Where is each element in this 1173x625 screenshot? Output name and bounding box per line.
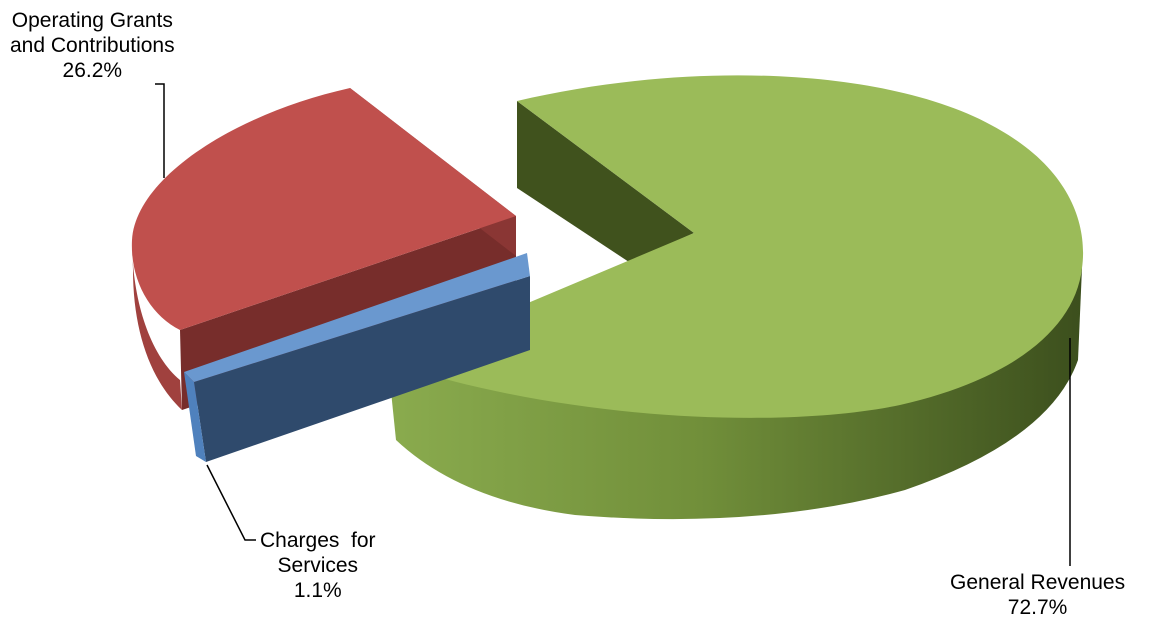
leader-line-charges-for-services [206, 464, 256, 541]
slice-charges-for-services [184, 253, 530, 462]
label-general-revenues-percent: 72.7% [1007, 596, 1068, 619]
label-general-revenues: General Revenues 72.7% [950, 570, 1125, 620]
label-charges-for-services-percent: 1.1% [293, 579, 342, 602]
slice-operating-grants-wall-outer [132, 240, 182, 410]
slice-operating-grants-top [131, 88, 516, 330]
label-charges-for-services-name-line1: Charges for [260, 529, 376, 552]
label-operating-grants: Operating Grants and Contributions 26.2% [10, 8, 175, 83]
label-operating-grants-percent: 26.2% [62, 59, 123, 82]
slice-general-revenues [388, 75, 1084, 520]
slice-charges-for-services-top [184, 253, 530, 382]
label-charges-for-services: Charges for Services 1.1% [260, 528, 376, 603]
leader-line-operating-grants [155, 83, 165, 178]
label-general-revenues-name: General Revenues [950, 571, 1126, 594]
slice-charges-for-services-wall-side [184, 372, 206, 462]
label-operating-grants-name-line2: and Contributions [10, 34, 175, 57]
slice-general-revenues-wall-cut [517, 101, 694, 262]
slice-general-revenues-top [388, 75, 1084, 418]
label-charges-for-services-name-line2: Services [277, 554, 359, 577]
label-operating-grants-name-line1: Operating Grants [11, 9, 173, 32]
slice-charges-for-services-wall-front [194, 276, 530, 462]
